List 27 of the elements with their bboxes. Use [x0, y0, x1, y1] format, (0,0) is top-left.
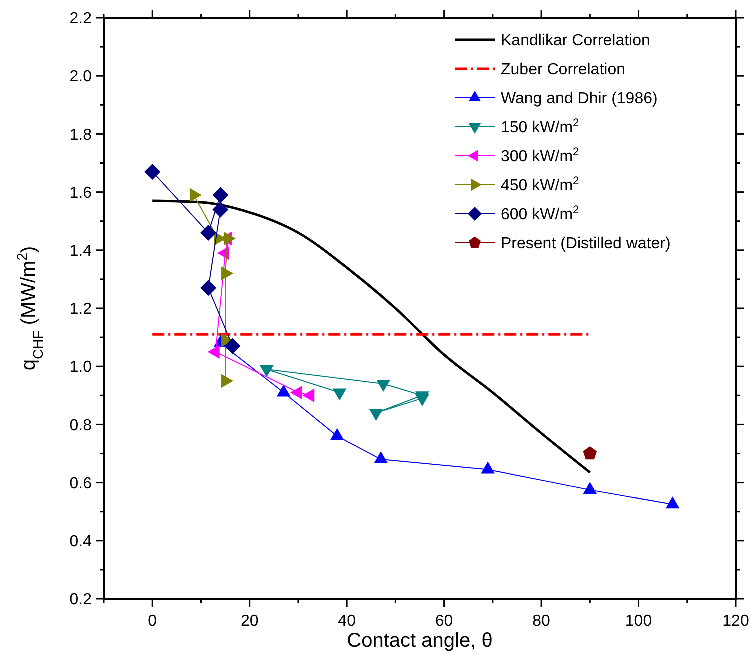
y-tick-label: 1.8 — [70, 126, 92, 144]
x-tick-label: 100 — [625, 613, 652, 630]
legend-label: 300 kW/m$^{2}$ — [501, 146, 580, 166]
legend-label: Zuber Correlation — [501, 62, 626, 79]
y-tick-label: 1.0 — [70, 359, 92, 376]
y-tick-label: 1.6 — [70, 184, 92, 202]
x-tick-label: 0 — [148, 613, 158, 630]
y-tick-label: 0.6 — [70, 475, 92, 492]
legend-label: Present (Distilled water) — [501, 236, 671, 253]
x-tick-label: 80 — [532, 613, 551, 630]
y-tick-label: 0.4 — [70, 534, 92, 550]
legend-label: 600 kW/m$^{2}$ — [501, 204, 580, 224]
legend-label: Wang and Dhir (1986) — [501, 90, 658, 108]
x-tick-label: 40 — [338, 613, 356, 630]
legend-label: 150 kW/m$^{2}$ — [501, 118, 580, 137]
y-tick-label: 1.2 — [70, 301, 92, 318]
y-tick-label: 0.2 — [70, 592, 92, 609]
legend-label: 450 kW/m$^{2}$ — [501, 176, 580, 195]
y-tick-label: 2.2 — [70, 10, 92, 28]
x-tick-label: 120 — [722, 613, 750, 630]
legend-label: Kandlikar Correlation — [501, 32, 650, 50]
x-axis-title: Contact angle, θ — [347, 630, 493, 652]
y-tick-label: 1.4 — [70, 243, 92, 260]
y-tick-label: 0.8 — [70, 417, 92, 434]
y-tick-label: 2.0 — [70, 68, 92, 86]
x-tick-label: 20 — [240, 613, 259, 630]
x-tick-label: 60 — [435, 613, 454, 630]
